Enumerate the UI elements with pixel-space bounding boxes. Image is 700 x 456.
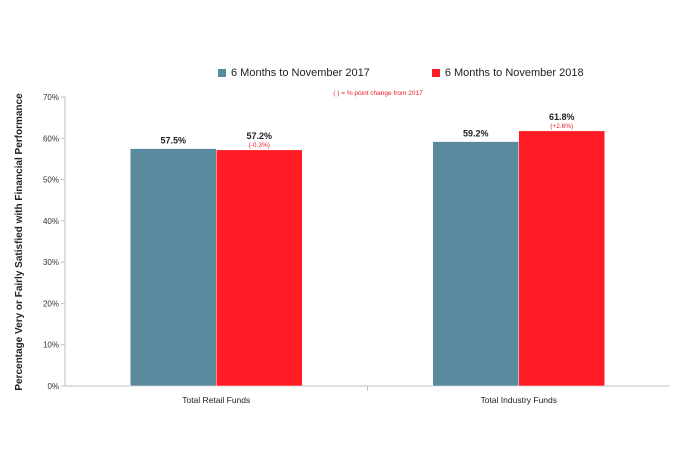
legend-item-2018: 6 Months to November 2018 — [431, 67, 584, 79]
data-label: 61.8% — [549, 112, 575, 122]
x-tick-label: Total Retail Funds — [182, 395, 250, 405]
bar — [432, 141, 519, 387]
y-tick-label: 30% — [43, 258, 59, 267]
bar — [518, 130, 605, 387]
y-tick-label: 10% — [43, 341, 59, 350]
y-tick-label: 60% — [43, 134, 59, 143]
bar — [130, 148, 217, 387]
bar — [216, 149, 303, 387]
data-label: 59.2% — [463, 129, 489, 139]
legend: 6 Months to November 2017 6 Months to No… — [218, 67, 584, 79]
y-tick-label: 40% — [43, 217, 59, 226]
y-tick-label: 50% — [43, 176, 59, 185]
data-label: 57.2% — [246, 131, 272, 141]
y-tick-label: 20% — [43, 299, 59, 308]
y-tick-label: 0% — [47, 382, 59, 391]
change-note: ( ) = % point change from 2017 — [333, 90, 423, 97]
x-tick-label: Total Industry Funds — [480, 395, 557, 405]
legend-label-2017: 6 Months to November 2017 — [231, 67, 370, 79]
legend-swatch-2017 — [218, 69, 226, 77]
legend-swatch-2018 — [431, 69, 440, 77]
data-label: 57.5% — [160, 136, 186, 146]
y-tick-label: 70% — [43, 93, 59, 102]
legend-label-2018: 6 Months to November 2018 — [444, 67, 584, 79]
legend-item-2017: 6 Months to November 2017 — [218, 67, 370, 79]
change-label: (+2.6%) — [550, 123, 573, 130]
change-label: (-0.3%) — [249, 142, 270, 149]
